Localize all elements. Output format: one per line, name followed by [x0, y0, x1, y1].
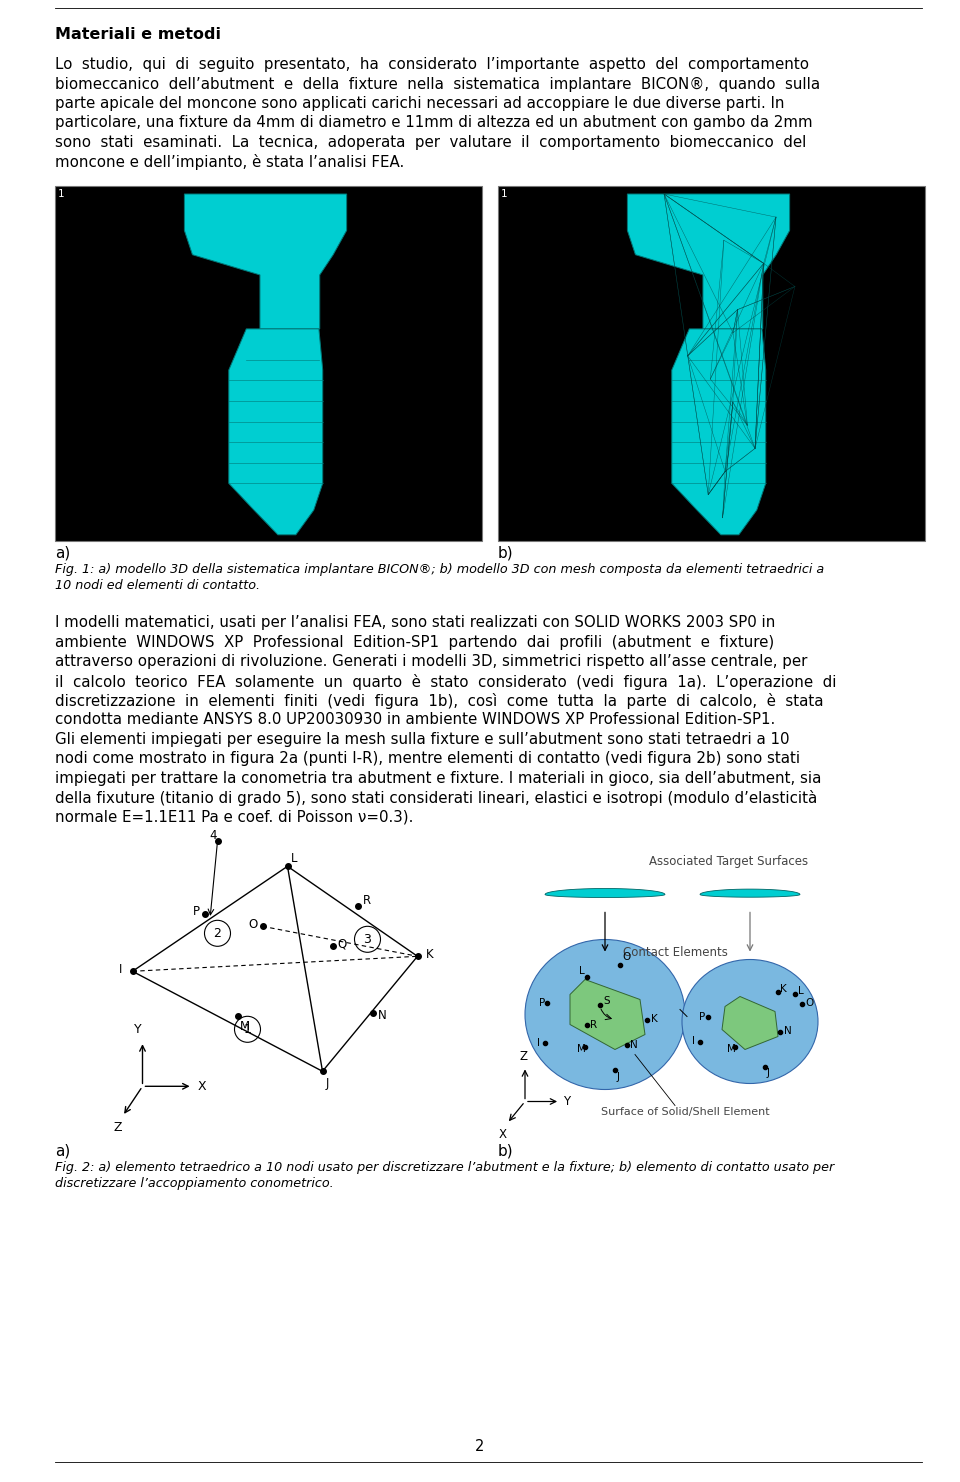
Text: N: N: [784, 1027, 792, 1036]
Text: S: S: [603, 996, 610, 1006]
Polygon shape: [545, 889, 665, 898]
Text: I modelli matematici, usati per l’analisi FEA, sono stati realizzati con SOLID W: I modelli matematici, usati per l’analis…: [55, 615, 776, 630]
Text: nodi come mostrato in figura 2a (punti I-R), mentre elementi di contatto (vedi f: nodi come mostrato in figura 2a (punti I…: [55, 751, 800, 766]
Text: J: J: [617, 1071, 620, 1082]
Text: biomeccanico  dell’abutment  e  della  fixture  nella  sistematica  implantare  : biomeccanico dell’abutment e della fixtu…: [55, 77, 820, 92]
Text: Fig. 1: a) modello 3D della sistematica implantare BICON®; b) modello 3D con mes: Fig. 1: a) modello 3D della sistematica …: [55, 563, 825, 576]
Text: M: M: [577, 1045, 586, 1055]
Text: L: L: [798, 986, 804, 996]
Polygon shape: [672, 329, 766, 535]
Text: particolare, una fixture da 4mm di diametro e 11mm di altezza ed un abutment con: particolare, una fixture da 4mm di diame…: [55, 116, 812, 130]
Text: moncone e dell’impianto, è stata l’analisi FEA.: moncone e dell’impianto, è stata l’anali…: [55, 154, 404, 170]
Text: P: P: [699, 1012, 706, 1021]
Text: 1: 1: [244, 1023, 252, 1036]
Text: 4: 4: [209, 828, 217, 842]
Text: attraverso operazioni di rivoluzione. Generati i modelli 3D, simmetrici rispetto: attraverso operazioni di rivoluzione. Ge…: [55, 654, 807, 668]
Text: ambiente  WINDOWS  XP  Professional  Edition-SP1  partendo  dai  profili  (abutm: ambiente WINDOWS XP Professional Edition…: [55, 634, 775, 649]
Text: Associated Target Surfaces: Associated Target Surfaces: [650, 855, 808, 867]
Text: M: M: [239, 1020, 250, 1033]
Ellipse shape: [682, 959, 818, 1083]
Text: Y: Y: [133, 1023, 141, 1036]
Text: M: M: [727, 1045, 736, 1055]
Text: impiegati per trattare la conometria tra abutment e fixture. I materiali in gioc: impiegati per trattare la conometria tra…: [55, 771, 822, 785]
Text: parte apicale del moncone sono applicati carichi necessari ad accoppiare le due : parte apicale del moncone sono applicati…: [55, 96, 784, 111]
Text: 1: 1: [501, 190, 508, 199]
Text: O: O: [249, 917, 257, 931]
Polygon shape: [570, 980, 645, 1049]
Text: I: I: [537, 1037, 540, 1048]
Text: discretizzare l’accoppiamento conometrico.: discretizzare l’accoppiamento conometric…: [55, 1178, 334, 1190]
Text: 2: 2: [475, 1439, 485, 1454]
Text: I: I: [692, 1036, 695, 1046]
Text: Q: Q: [338, 938, 347, 951]
Text: J: J: [767, 1069, 770, 1079]
Ellipse shape: [525, 940, 685, 1089]
Text: R: R: [590, 1020, 597, 1030]
Text: K: K: [425, 948, 433, 960]
Text: 10 nodi ed elementi di contatto.: 10 nodi ed elementi di contatto.: [55, 579, 260, 591]
Bar: [498, 187, 925, 541]
Text: 1: 1: [58, 190, 64, 199]
Text: Materiali e metodi: Materiali e metodi: [55, 27, 221, 41]
Polygon shape: [628, 194, 790, 329]
Text: R: R: [363, 894, 371, 907]
Text: 3: 3: [364, 932, 372, 946]
Text: P: P: [539, 997, 545, 1008]
Text: L: L: [291, 852, 297, 865]
Text: normale E=1.1E11 Pa e coef. di Poisson ν=0.3).: normale E=1.1E11 Pa e coef. di Poisson ν…: [55, 811, 414, 825]
Polygon shape: [184, 194, 347, 329]
Text: condotta mediante ANSYS 8.0 UP20030930 in ambiente WINDOWS XP Professional Editi: condotta mediante ANSYS 8.0 UP20030930 i…: [55, 713, 776, 728]
Text: a): a): [55, 545, 70, 560]
Text: Fig. 2: a) elemento tetraedrico a 10 nodi usato per discretizzare l’abutment e l: Fig. 2: a) elemento tetraedrico a 10 nod…: [55, 1162, 834, 1175]
Text: 2: 2: [213, 926, 222, 940]
Text: discretizzazione  in  elementi  finiti  (vedi  figura  1b),  così  come  tutta  : discretizzazione in elementi finiti (ved…: [55, 694, 824, 708]
Text: N: N: [630, 1039, 637, 1049]
Text: P: P: [193, 906, 200, 919]
Text: b): b): [498, 545, 514, 560]
Bar: [55, 187, 482, 541]
Text: Y: Y: [563, 1095, 570, 1109]
Text: il  calcolo  teorico  FEA  solamente  un  quarto  è  stato  considerato  (vedi  : il calcolo teorico FEA solamente un quar…: [55, 673, 836, 689]
Text: J: J: [325, 1077, 329, 1089]
Text: Z: Z: [519, 1051, 527, 1064]
Text: della fixuture (titanio di grado 5), sono stati considerati lineari, elastici e : della fixuture (titanio di grado 5), son…: [55, 790, 817, 806]
Text: Z: Z: [113, 1122, 122, 1134]
Text: O: O: [805, 999, 813, 1008]
Polygon shape: [228, 329, 323, 535]
Text: Contact Elements: Contact Elements: [623, 947, 728, 959]
Text: Surface of Solid/Shell Element: Surface of Solid/Shell Element: [601, 1107, 769, 1117]
Polygon shape: [700, 889, 800, 897]
Text: b): b): [498, 1144, 514, 1159]
Text: I: I: [118, 963, 122, 975]
Text: X: X: [198, 1080, 206, 1092]
Text: Gli elementi impiegati per eseguire la mesh sulla fixture e sull’abutment sono s: Gli elementi impiegati per eseguire la m…: [55, 732, 789, 747]
Polygon shape: [722, 996, 778, 1049]
Text: sono  stati  esaminati.  La  tecnica,  adoperata  per  valutare  il  comportamen: sono stati esaminati. La tecnica, adoper…: [55, 135, 806, 150]
Text: Lo  studio,  qui  di  seguito  presentato,  ha  considerato  l’importante  aspet: Lo studio, qui di seguito presentato, ha…: [55, 56, 809, 73]
Text: N: N: [377, 1009, 386, 1021]
Text: K: K: [651, 1015, 658, 1024]
Text: K: K: [780, 984, 787, 993]
Text: X: X: [499, 1128, 507, 1141]
Text: a): a): [55, 1144, 70, 1159]
Text: O: O: [622, 953, 631, 962]
Text: L: L: [579, 966, 585, 977]
